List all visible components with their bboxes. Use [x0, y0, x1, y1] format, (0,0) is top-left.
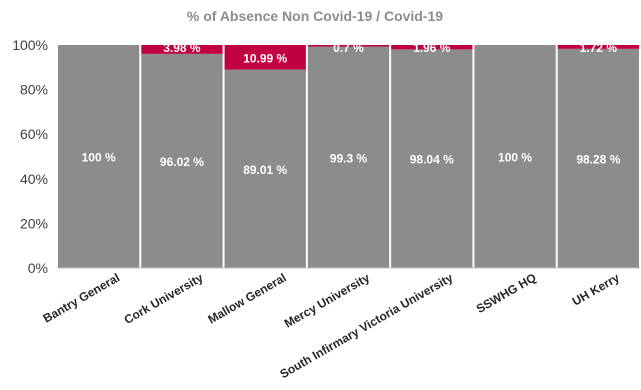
bars-group — [58, 45, 639, 269]
data-label: 89.01 % — [243, 163, 287, 177]
data-label: 1.96 % — [413, 41, 451, 55]
x-tick-label: Bantry General — [41, 270, 123, 325]
bar-segment — [391, 49, 473, 268]
bar-segment — [391, 45, 473, 50]
y-tick-label: 100% — [12, 37, 48, 53]
y-tick-label: 80% — [20, 82, 48, 98]
x-tick-label: SSWHG HQ — [474, 270, 539, 315]
chart-title: % of Absence Non Covid-19 / Covid-19 — [187, 8, 443, 24]
x-tick-label: Mallow General — [205, 270, 288, 326]
x-axis-ticks: Bantry General Cork University Mallow Gene… — [41, 270, 623, 381]
data-label: 98.04 % — [410, 153, 454, 167]
y-tick-label: 40% — [20, 171, 48, 187]
x-tick-label: UH Kerry — [570, 270, 622, 308]
y-tick-label: 20% — [20, 215, 48, 231]
y-axis-ticks: 0% 20% 40% 60% 80% 100% — [12, 37, 48, 276]
bar-segment — [141, 45, 223, 54]
data-label: 99.3 % — [330, 151, 368, 165]
bar-segment — [557, 48, 639, 268]
bar-segment — [141, 53, 223, 269]
data-label: 96.02 % — [160, 155, 204, 169]
bar-segment — [474, 45, 556, 268]
data-labels-group: 100 % 96.02 % 3.98 % 89.01 % 10.99 % 99.3 % 0.… — [82, 41, 621, 177]
data-label: 10.99 % — [243, 51, 287, 65]
x-tick-label: South Infirmary Victoria University — [278, 270, 456, 381]
data-label: 100 % — [498, 151, 532, 165]
data-label: 98.28 % — [576, 152, 620, 166]
bar-segment — [58, 45, 140, 268]
data-label: 100 % — [82, 151, 116, 165]
y-tick-label: 60% — [20, 126, 48, 142]
bar-segment — [307, 45, 390, 47]
data-label: 0.7 % — [333, 41, 364, 55]
bar-segment — [307, 46, 390, 268]
data-label: 1.72 % — [580, 41, 618, 55]
x-tick-label: Cork University — [122, 270, 206, 327]
data-label: 3.98 % — [163, 41, 201, 55]
bar-segment — [224, 45, 306, 70]
bar-segment — [224, 69, 306, 269]
y-tick-label: 0% — [28, 260, 48, 276]
bar-segment — [557, 45, 639, 49]
